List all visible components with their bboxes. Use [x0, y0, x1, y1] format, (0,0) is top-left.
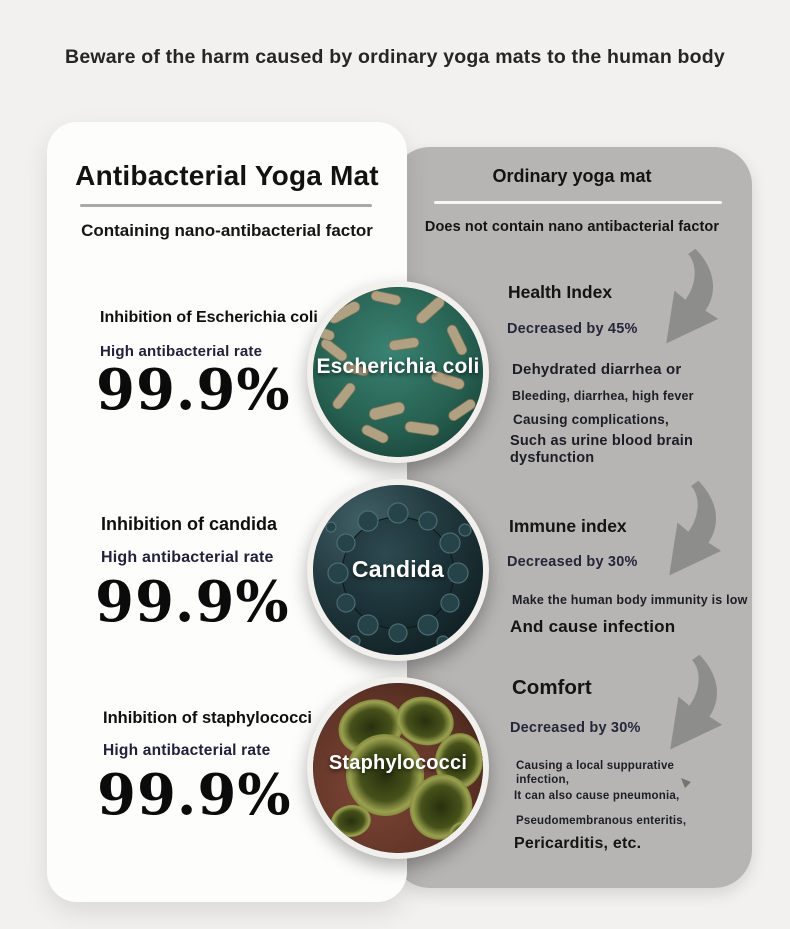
inhibition-candida-label: Inhibition of candida — [101, 514, 277, 534]
rate-value-row2: 99.9% — [95, 569, 290, 635]
health-index-title: Health Index — [508, 282, 613, 302]
rate-label-row1: High antibacterial rate — [100, 343, 263, 360]
rate-label-row3: High antibacterial rate — [103, 742, 271, 759]
decrease-arrow-icon — [670, 654, 723, 750]
detail-line: Causing a local suppurative infection, — [516, 760, 675, 787]
detail-line: It can also cause pneumonia, — [514, 790, 680, 802]
detail-line: And cause infection — [510, 617, 676, 636]
detail-line: Causing complications, — [513, 412, 669, 427]
comfort-decrease: Decreased by 30% — [510, 720, 641, 736]
antibacterial-card-title: Antibacterial Yoga Mat — [75, 160, 379, 191]
ecoli-photo-circle — [307, 281, 489, 463]
detail-line: Bleeding, diarrhea, high fever — [512, 389, 694, 403]
inhibition-ecoli-label: Inhibition of Escherichia coli — [100, 309, 318, 326]
antibacterial-card-subtitle: Containing nano-antibacterial factor — [81, 221, 373, 240]
ecoli-circle-label: Escherichia coli — [316, 355, 480, 378]
candida-circle-label: Candida — [351, 556, 445, 582]
left-divider — [80, 204, 372, 207]
ordinary-card-subtitle: Does not contain nano antibacterial fact… — [424, 219, 720, 235]
ordinary-card-title: Ordinary yoga mat — [492, 166, 652, 186]
detail-line: Make the human body immunity is low — [512, 593, 748, 607]
rate-label-row2: High antibacterial rate — [101, 549, 274, 566]
comfort-title: Comfort — [512, 676, 592, 699]
page-title: Beware of the harm caused by ordinary yo… — [65, 46, 725, 68]
inhibition-staph-label: Inhibition of staphylococci — [103, 709, 313, 727]
rate-value-row3: 99.9% — [97, 762, 292, 828]
health-index-decrease: Decreased by 45% — [507, 321, 638, 337]
immune-index-title: Immune index — [509, 516, 627, 536]
candida-cell-illustration — [313, 485, 483, 655]
ecoli-bacteria-illustration — [313, 287, 483, 457]
staphylococci-photo-circle — [307, 677, 489, 859]
staph-circle-label: Staphylococci — [328, 752, 468, 774]
detail-line: Pseudomembranous enteritis, — [516, 815, 687, 827]
detail-line: Such as urine blood brain dysfunction — [510, 433, 694, 466]
decrease-arrow-icon — [666, 248, 719, 344]
decrease-arrow-icon — [669, 480, 722, 576]
immune-index-decrease: Decreased by 30% — [507, 554, 638, 570]
right-divider — [434, 201, 722, 204]
candida-photo-circle — [307, 479, 489, 661]
detail-line: Dehydrated diarrhea or — [512, 361, 682, 378]
detail-line: Pericarditis, etc. — [514, 835, 642, 852]
rate-value-row1: 99.9% — [96, 357, 291, 423]
small-pointer-icon — [681, 778, 691, 788]
